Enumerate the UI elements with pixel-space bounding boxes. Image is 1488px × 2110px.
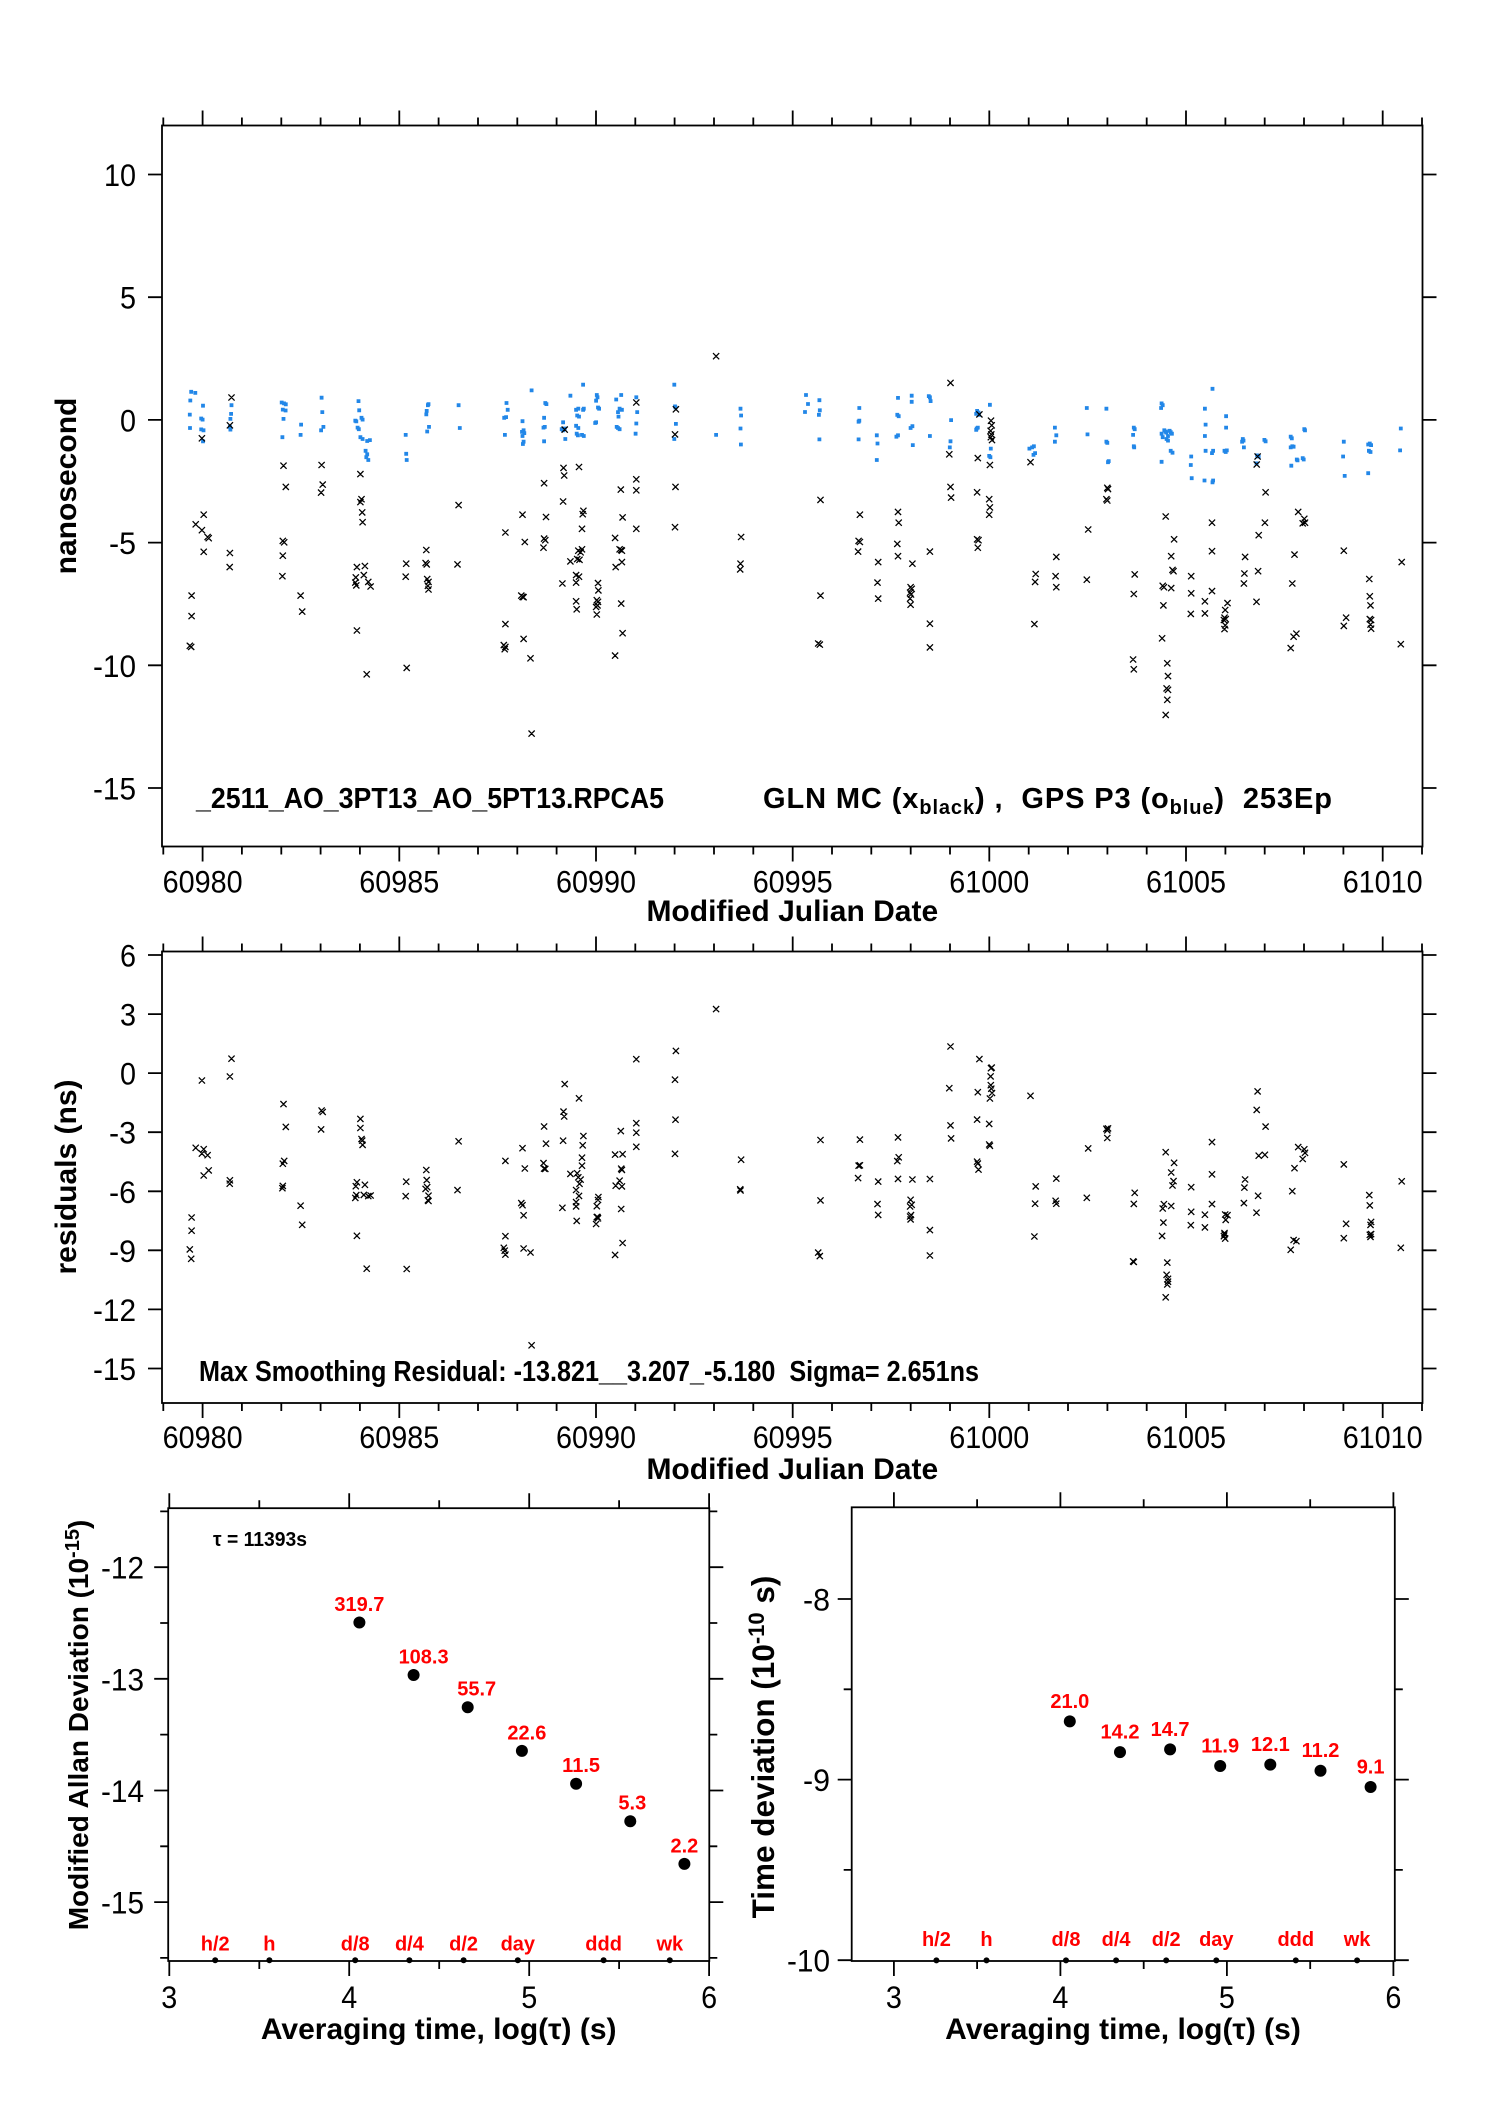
svg-text:_2511_AO_3PT13_AO_5PT13.RPCA5: _2511_AO_3PT13_AO_5PT13.RPCA5 [195,783,664,815]
svg-text:wk: wk [1343,1929,1372,1951]
svg-text:-5: -5 [109,525,136,561]
svg-text:h/2: h/2 [201,1934,230,1956]
svg-text:Averaging time, log(τ) (s): Averaging time, log(τ) (s) [261,2013,617,2046]
svg-text:0: 0 [120,1056,136,1092]
svg-text:4: 4 [341,1979,357,2015]
svg-text:10: 10 [104,157,136,193]
svg-text:6: 6 [1385,1979,1401,2015]
svg-text:day: day [501,1934,536,1956]
svg-text:9.1: 9.1 [1357,1757,1385,1779]
svg-text:-9: -9 [109,1233,136,1269]
svg-text:-15: -15 [93,1351,136,1387]
svg-text:Modified Allan Deviation (10-1: Modified Allan Deviation (10-15) [62,1520,94,1931]
svg-text:d/8: d/8 [1052,1929,1081,1951]
svg-text:Time deviation (10-10 s): Time deviation (10-10 s) [744,1576,781,1919]
svg-text:61005: 61005 [1146,1419,1226,1455]
svg-text:-12: -12 [101,1550,144,1586]
svg-text:d/4: d/4 [395,1934,425,1956]
svg-text:d/4: d/4 [1102,1929,1132,1951]
svg-text:Modified Julian Date: Modified Julian Date [646,895,938,928]
svg-text:5.3: 5.3 [618,1793,646,1815]
svg-text:ddd: ddd [585,1934,622,1956]
svg-text:ddd: ddd [1277,1929,1314,1951]
svg-text:-8: -8 [803,1582,830,1618]
svg-text:d/8: d/8 [341,1934,370,1956]
svg-text:60985: 60985 [359,1419,439,1455]
svg-text:τ = 11393s: τ = 11393s [213,1529,307,1551]
svg-text:108.3: 108.3 [399,1647,449,1669]
svg-text:55.7: 55.7 [457,1679,496,1701]
svg-text:12.1: 12.1 [1251,1734,1290,1756]
svg-text:14.2: 14.2 [1101,1722,1140,1744]
svg-text:h/2: h/2 [922,1929,951,1951]
svg-text:0: 0 [120,402,136,438]
svg-text:5: 5 [120,280,136,316]
svg-text:61000: 61000 [949,1419,1029,1455]
svg-text:11.5: 11.5 [562,1755,600,1777]
svg-text:60990: 60990 [556,864,636,900]
svg-text:-14: -14 [101,1773,144,1809]
svg-text:Averaging time, log(τ) (s): Averaging time, log(τ) (s) [945,2013,1301,2046]
svg-text:60995: 60995 [753,864,833,900]
svg-text:-9: -9 [803,1762,830,1798]
svg-text:3: 3 [886,1979,902,2015]
svg-text:3: 3 [120,997,136,1033]
svg-text:-10: -10 [93,648,136,684]
svg-text:5: 5 [1219,1979,1235,2015]
svg-text:-3: -3 [109,1115,136,1151]
svg-text:14.7: 14.7 [1151,1719,1190,1741]
svg-text:61010: 61010 [1343,1419,1423,1455]
svg-text:5: 5 [521,1979,537,2015]
svg-text:319.7: 319.7 [334,1594,384,1616]
svg-text:6: 6 [120,938,136,974]
svg-text:-6: -6 [109,1174,136,1210]
svg-text:wk: wk [655,1934,684,1956]
svg-text:Max Smoothing Residual: -13.82: Max Smoothing Residual: -13.821__3.207_-… [199,1356,979,1388]
svg-text:21.0: 21.0 [1050,1691,1089,1713]
svg-text:-13: -13 [101,1661,144,1697]
svg-text:day: day [1199,1929,1234,1951]
svg-text:60980: 60980 [163,1419,243,1455]
svg-text:-15: -15 [101,1885,144,1921]
svg-text:60980: 60980 [163,864,243,900]
svg-text:60995: 60995 [753,1419,833,1455]
svg-text:h: h [980,1929,992,1951]
svg-text:60985: 60985 [359,864,439,900]
svg-text:d/2: d/2 [1152,1929,1181,1951]
svg-text:nanosecond: nanosecond [50,398,83,575]
svg-text:61005: 61005 [1146,864,1226,900]
svg-text:-10: -10 [787,1943,830,1979]
svg-text:-12: -12 [93,1292,136,1328]
svg-text:61010: 61010 [1343,864,1423,900]
svg-text:Modified Julian Date: Modified Julian Date [646,1453,938,1486]
svg-text:22.6: 22.6 [507,1722,546,1744]
svg-text:h: h [263,1934,275,1956]
svg-text:-15: -15 [93,771,136,807]
svg-text:3: 3 [161,1979,177,2015]
svg-text:residuals (ns): residuals (ns) [50,1079,83,1274]
svg-text:2.2: 2.2 [670,1835,698,1857]
svg-text:4: 4 [1052,1979,1068,2015]
svg-text:6: 6 [701,1979,717,2015]
svg-text:11.2: 11.2 [1302,1740,1340,1762]
svg-text:d/2: d/2 [449,1934,478,1956]
svg-text:11.9: 11.9 [1201,1736,1239,1758]
svg-text:60990: 60990 [556,1419,636,1455]
svg-text:61000: 61000 [949,864,1029,900]
svg-text:GLN MC (xblack) , GPS P3 (obl: GLN MC (xblack) , GPS P3 (oblue) 253Ep [763,783,1333,819]
